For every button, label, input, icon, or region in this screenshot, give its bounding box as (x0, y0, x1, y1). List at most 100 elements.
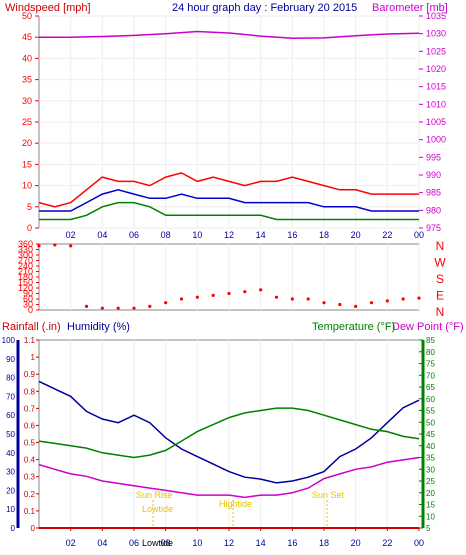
rain-tick-label: 0.1 (24, 507, 36, 516)
time-tick-label: 10 (192, 230, 202, 240)
humidity-tick-label: 50 (6, 430, 15, 439)
wind-tick-label: 25 (22, 117, 32, 127)
temp-tick-label: 65 (426, 383, 435, 392)
wind-tick-label: 20 (22, 138, 32, 148)
temp-tick-label: 85 (426, 336, 435, 345)
baro-tick-label: 1000 (426, 135, 446, 145)
direction-tick-label: 330 (18, 245, 33, 255)
rain-tick-label: 0.5 (24, 439, 36, 448)
direction-tick-label: 210 (18, 267, 33, 277)
baro-tick-label: 990 (426, 170, 441, 180)
direction-point (116, 306, 120, 310)
direction-point (227, 291, 231, 296)
wind-tick-label: 50 (22, 11, 32, 21)
direction-point (211, 293, 215, 297)
rain-tick-label: 0.6 (24, 421, 36, 430)
time-tick-label: 14 (256, 230, 266, 240)
temp-tick-label: 25 (426, 477, 435, 486)
direction-point (354, 304, 358, 308)
humidity-tick-label: 80 (6, 374, 15, 383)
baro-tick-label: 1030 (426, 29, 446, 39)
direction-point (274, 295, 279, 299)
weather-time-tick-label: 02 (66, 538, 76, 548)
time-tick-label: 02 (66, 230, 76, 240)
rain-tick-label: 0.3 (24, 473, 36, 482)
time-tick-label: 20 (351, 230, 361, 240)
compass-label: S (436, 272, 444, 286)
direction-point (100, 306, 104, 310)
direction-tick-label: 180 (18, 272, 33, 282)
rain-tick-label: 1 (31, 353, 36, 362)
temp-tick-label: 5 (426, 524, 431, 533)
time-tick-label: 18 (319, 230, 329, 240)
humidity-axis-label: Humidity (%) (67, 321, 130, 333)
humidity-tick-label: 70 (6, 392, 15, 401)
direction-point (306, 297, 310, 301)
direction-point (322, 301, 326, 305)
humidity-tick-label: 20 (6, 486, 15, 495)
lowtide-label: Lowtide (142, 504, 173, 514)
rain-tick-label: 0.9 (24, 370, 36, 379)
direction-tick-label: 300 (18, 250, 33, 260)
direction-point (195, 295, 199, 299)
series-windspeed-line (38, 172, 419, 208)
temp-tick-label: 75 (426, 360, 435, 369)
weather-time-tick-label: 16 (287, 538, 297, 548)
direction-tick-label: 0 (28, 305, 33, 315)
compass-label: N (436, 239, 445, 253)
hightide-label: Hightide (219, 499, 252, 509)
temp-tick-label: 20 (426, 489, 435, 498)
weather-time-tick-label: 10 (192, 538, 202, 548)
temp-tick-label: 10 (426, 512, 435, 521)
wind-tick-label: 5 (27, 202, 32, 212)
weather-time-tick-label: 00 (414, 538, 424, 548)
series-humidity-line (38, 380, 420, 484)
baro-tick-label: 1010 (426, 99, 446, 109)
time-tick-label: 16 (287, 230, 297, 240)
baro-tick-label: 980 (426, 205, 441, 215)
humidity-tick-label: 0 (11, 524, 16, 533)
rain-tick-label: 0.4 (24, 456, 36, 465)
wind-axis-label: Windspeed [mph] (5, 2, 91, 14)
humidity-tick-label: 100 (2, 336, 16, 345)
baro-axis-label: Barometer [mb] (372, 2, 448, 14)
direction-tick-label: 120 (18, 283, 33, 293)
grid-layer (39, 15, 420, 528)
baro-tick-label: 975 (426, 223, 441, 233)
weather-time-tick-label: 04 (97, 538, 107, 548)
weather-time-tick-label: 22 (382, 538, 392, 548)
rain-tick-label: 0 (31, 524, 36, 533)
time-tick-label: 00 (414, 230, 424, 240)
weather-time-tick-label: 20 (351, 538, 361, 548)
temp-tick-label: 80 (426, 348, 435, 357)
baro-tick-label: 985 (426, 188, 441, 198)
direction-point (53, 243, 57, 247)
direction-point (84, 304, 89, 308)
rain-tick-label: 0.8 (24, 387, 36, 396)
event-layer (152, 500, 328, 528)
series-barometer-line (39, 30, 420, 40)
direction-point (132, 306, 136, 310)
direction-tick-label: 240 (18, 261, 33, 271)
wind-tick-label: 45 (22, 32, 32, 42)
temp-tick-label: 60 (426, 395, 435, 404)
direction-tick-label: 270 (18, 256, 33, 266)
direction-tick-label: 360 (18, 239, 33, 249)
weather-time-tick-label: 08 (161, 538, 171, 548)
temp-tick-label: 55 (426, 407, 435, 416)
direction-point (179, 297, 184, 301)
series-dew-point-line (38, 456, 420, 499)
sunset-label: Sun Set (312, 490, 345, 500)
temp-tick-label: 50 (426, 418, 435, 427)
axis-tick-layer: 0510152025303540455097598098599099510001… (2, 11, 447, 548)
direction-point (69, 244, 73, 248)
direction-point (37, 244, 41, 248)
time-tick-label: 06 (129, 230, 139, 240)
humidity-tick-label: 10 (6, 505, 15, 514)
weather-time-tick-label: 18 (319, 538, 329, 548)
wind-tick-label: 35 (22, 75, 32, 85)
temp-tick-label: 30 (426, 465, 435, 474)
direction-tick-label: 30 (23, 300, 33, 310)
direction-point (243, 290, 247, 294)
direction-point (148, 304, 152, 308)
